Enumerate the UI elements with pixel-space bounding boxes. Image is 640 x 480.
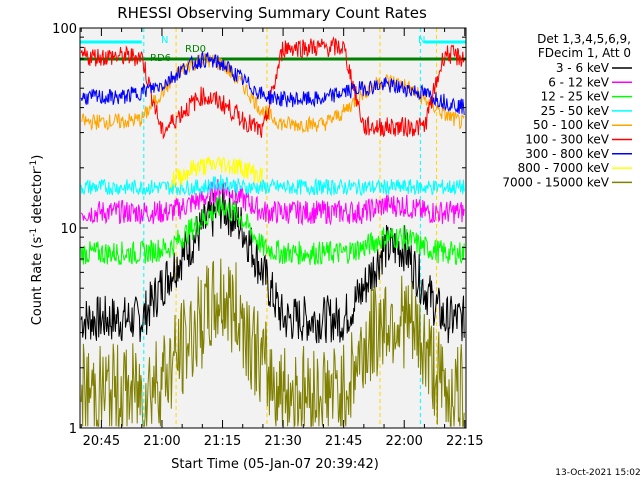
legend-label: 25 - 50 keV <box>541 104 610 118</box>
series-line-6-12-keV <box>80 179 465 226</box>
x-tick-label: 21:30 <box>264 434 301 449</box>
chart-title: RHESSI Observing Summary Count Rates <box>117 4 427 22</box>
y-axis-label-sup2: -1 <box>29 160 39 169</box>
x-tick-label: 20:45 <box>83 434 120 449</box>
y-tick-label: 10 <box>60 222 77 237</box>
plot-area <box>80 28 466 428</box>
y-axis-label-sup1: -1 <box>29 228 39 237</box>
legend-label: 300 - 800 keV <box>525 147 609 161</box>
legend-label: 3 - 6 keV <box>556 61 610 75</box>
series-line-50-100-keV <box>81 53 465 134</box>
legend-label: 50 - 100 keV <box>533 118 610 132</box>
x-axis-label: Start Time (05-Jan-07 20:39:42) <box>171 457 379 472</box>
annotation-n-left: N <box>161 35 168 46</box>
legend-label: 100 - 300 keV <box>525 133 609 147</box>
annotation-rd0: RD0 <box>185 44 206 55</box>
legend-label: 6 - 12 keV <box>548 75 610 89</box>
y-axis-label: Count Rate (s-1 detector-1) <box>29 155 45 326</box>
y-axis-label-close: ) <box>30 155 45 160</box>
series-line-300-800-keV <box>80 50 465 116</box>
x-tick-label: 22:00 <box>385 434 422 449</box>
series-line-7000-15000-keV <box>80 258 465 429</box>
legend-header-line1: Det 1,3,4,5,6,9, <box>537 32 631 46</box>
series-line-800-7000-keV <box>169 156 263 190</box>
series-line-12-25-keV <box>80 195 465 266</box>
legend-label: 800 - 7000 keV <box>518 161 610 175</box>
series-line-3-6-keV <box>80 182 465 344</box>
legend-label: 7000 - 15000 keV <box>502 175 609 189</box>
y-tick-label: 1 <box>69 422 77 437</box>
series-line-100-300-keV <box>80 36 465 140</box>
y-tick-label: 100 <box>52 22 77 37</box>
legend-label: 12 - 25 keV <box>541 90 610 104</box>
annotation-n-right: N <box>418 35 425 46</box>
annotation-rd6: RD6 <box>150 53 171 64</box>
x-tick-label: 21:15 <box>204 434 241 449</box>
x-tick-label: 21:45 <box>325 434 362 449</box>
footer-date: 13-Oct-2021 15:02 <box>555 468 640 478</box>
axis-ticks: 20:45 21:00 21:15 21:30 21:45 22:00 22:15 100 10… <box>52 22 483 449</box>
y-axis-label-main: Count Rate (s <box>30 237 45 326</box>
x-tick-label: 22:15 <box>446 434 483 449</box>
series-line-25-50-keV <box>80 174 465 197</box>
series-layer <box>80 36 465 429</box>
x-tick-label: 21:00 <box>143 434 180 449</box>
y-axis-label-tail: detector <box>30 168 45 228</box>
legend-header-line2: FDecim 1, Att 0 <box>538 46 631 60</box>
